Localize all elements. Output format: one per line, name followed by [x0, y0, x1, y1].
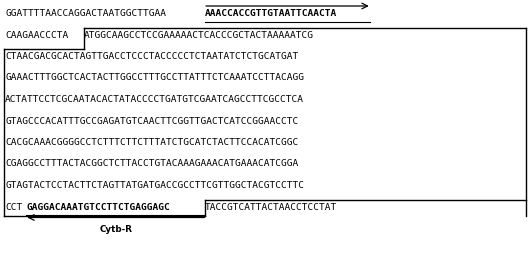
- Text: Cytb-R: Cytb-R: [99, 225, 132, 234]
- Text: GTAGCCCACATTTGCCGAGATGTCAACTTCGGTTGACTCATCCGGAACCTC: GTAGCCCACATTTGCCGAGATGTCAACTTCGGTTGACTCA…: [5, 116, 298, 125]
- Text: ATGGCAAGCCTCCGAAAAACTCACCCGCTACTAAAAATCG: ATGGCAAGCCTCCGAAAAACTCACCCGCTACTAAAAATCG: [84, 31, 314, 40]
- Text: GAGGACAAATGTCCTTCTGAGGAGC: GAGGACAAATGTCCTTCTGAGGAGC: [26, 203, 170, 212]
- Text: CCT: CCT: [5, 203, 22, 212]
- Text: ACTATTCCTCGCAATACACTATACCCCTGATGTCGAATCAGCCTTCGCCTCA: ACTATTCCTCGCAATACACTATACCCCTGATGTCGAATCA…: [5, 95, 304, 104]
- Text: CGAGGCCTTTACTACGGCTCTTACCTGTACAAAGAAACATGAAACATCGGA: CGAGGCCTTTACTACGGCTCTTACCTGTACAAAGAAACAT…: [5, 160, 298, 169]
- Text: CTAACGACGCACTAGTTGACCTCCCTACCCCCTCTAATATCTCTGCATGAT: CTAACGACGCACTAGTTGACCTCCCTACCCCCTCTAATAT…: [5, 52, 298, 61]
- Text: GGATTTTAACCAGGACTAATGGCTTGAA: GGATTTTAACCAGGACTAATGGCTTGAA: [5, 9, 166, 18]
- Text: AAACCACCGTTGTAATTCAACTA: AAACCACCGTTGTAATTCAACTA: [205, 9, 338, 18]
- Text: CACGCAAACGGGGCCTCTTTCTTCTTTATCTGCATCTACTTCCACATCGGC: CACGCAAACGGGGCCTCTTTCTTCTTTATCTGCATCTACT…: [5, 138, 298, 147]
- Text: GTAGTACTCCTACTTCTAGTTATGATGACCGCCTTCGTTGGCTACGTCCTTC: GTAGTACTCCTACTTCTAGTTATGATGACCGCCTTCGTTG…: [5, 181, 304, 190]
- Text: TACCGTCATTACTAACCTCCTAT: TACCGTCATTACTAACCTCCTAT: [205, 203, 338, 212]
- Text: CAAGAACCCTA: CAAGAACCCTA: [5, 31, 68, 40]
- Text: GAAACTTTGGCTCACTACTTGGCCTTTGCCTTATTTCTCAAATCCTTACAGG: GAAACTTTGGCTCACTACTTGGCCTTTGCCTTATTTCTCA…: [5, 74, 304, 82]
